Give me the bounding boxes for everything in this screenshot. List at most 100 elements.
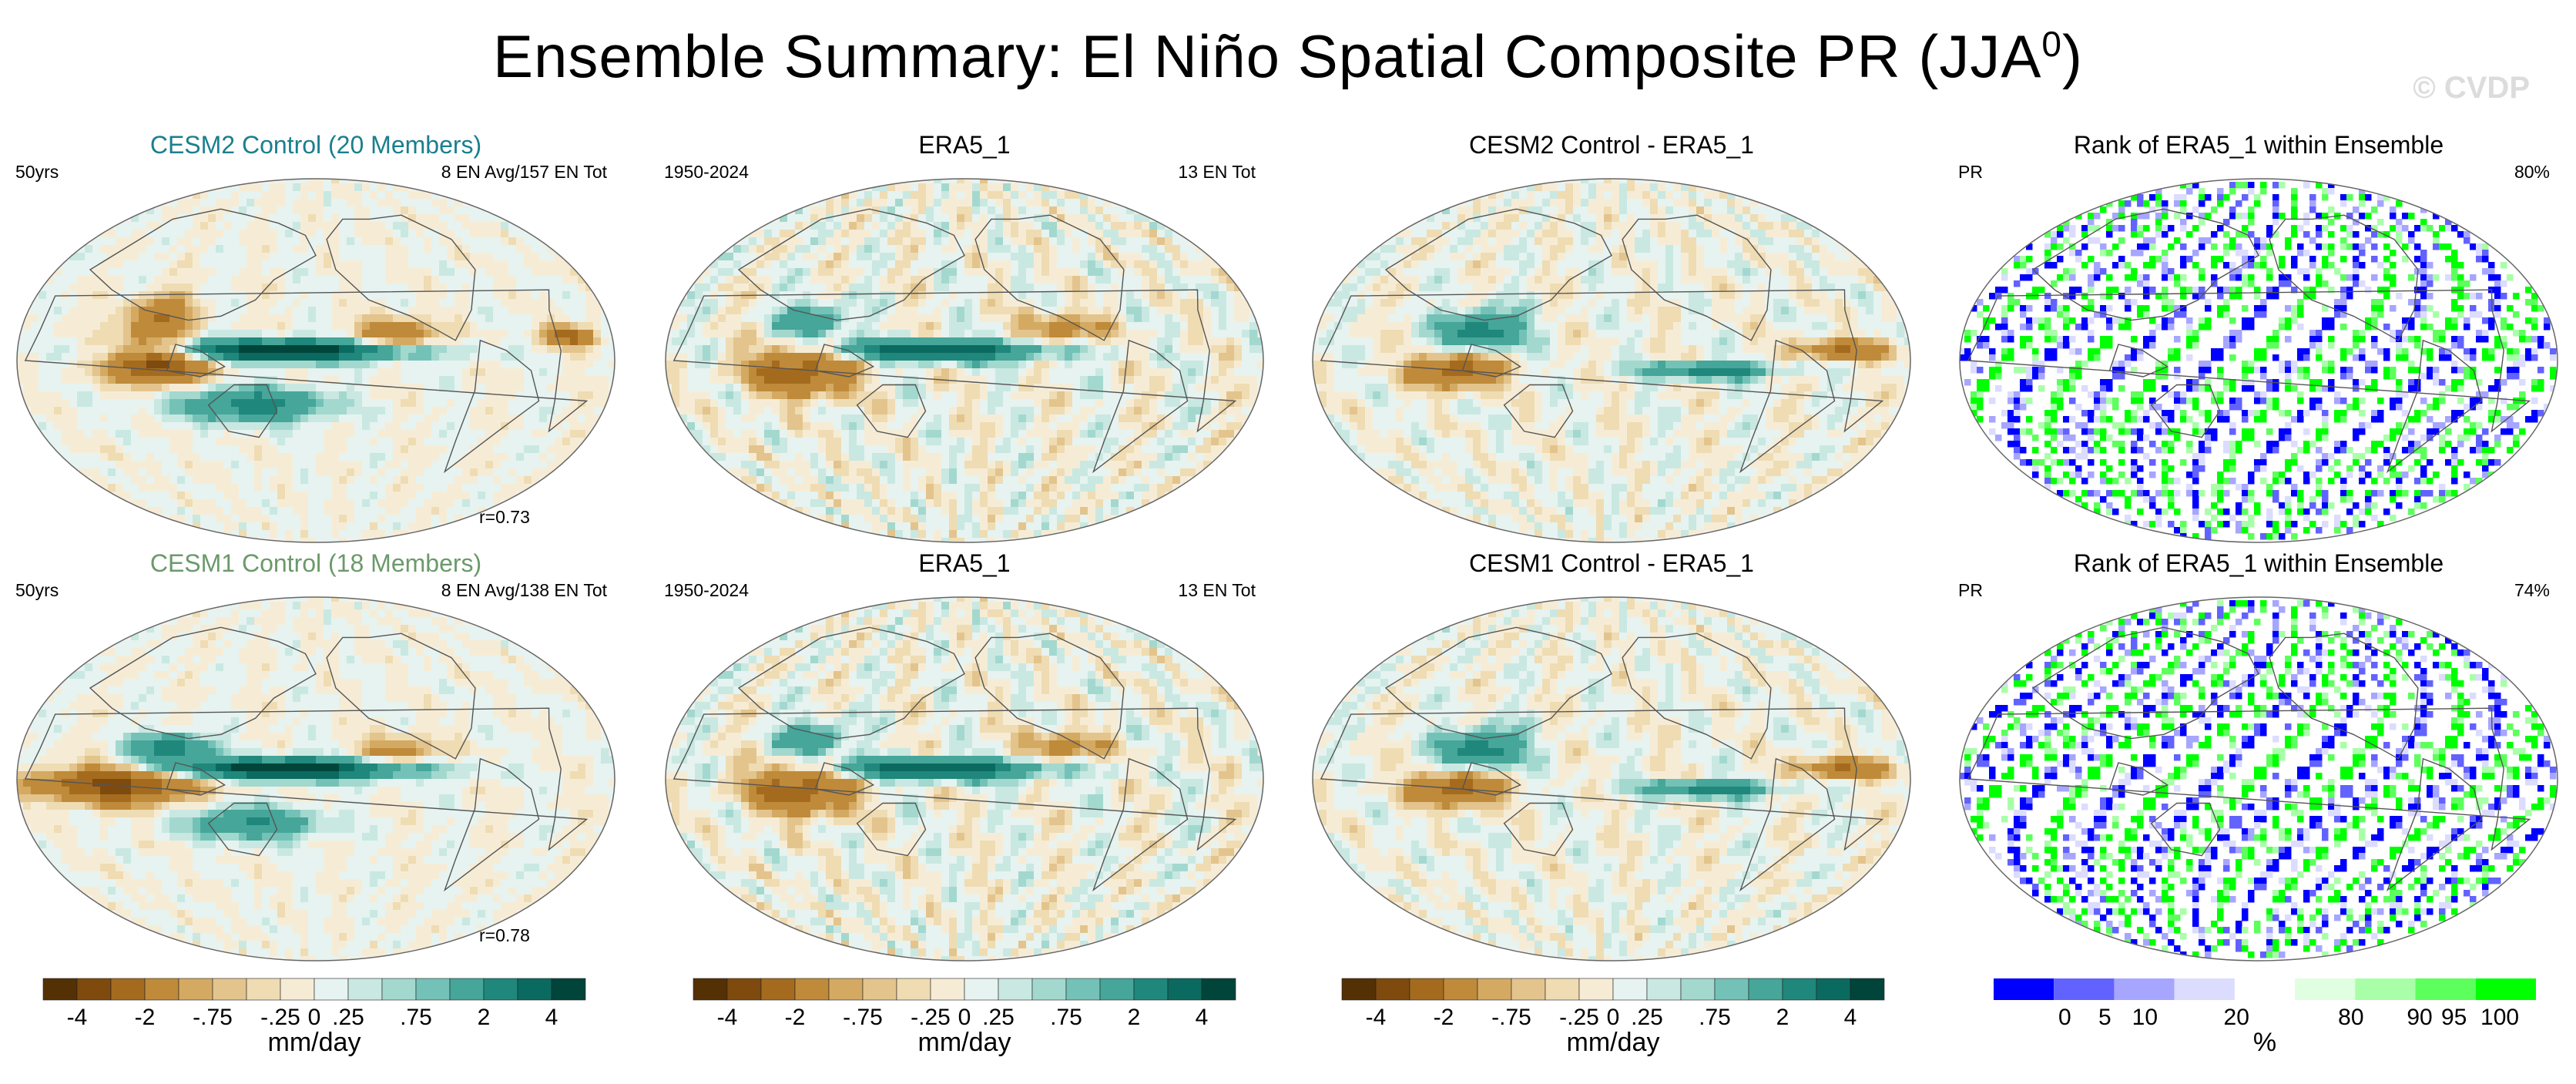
colorbar-swatch [1578,978,1614,1001]
colorbar-swatch [1341,978,1377,1001]
colorbar-swatch [1477,978,1512,1001]
map-border [1312,178,1911,543]
panel-right-label: 13 EN Tot [1178,162,1256,183]
map-field [1313,597,1910,961]
coastlines [24,626,589,892]
colorbar-tick-label: -2 [135,1005,156,1030]
map-border [1312,596,1911,962]
colorbar-swatch [2174,978,2235,1000]
colorbar-tick-label: 95 [2441,1005,2467,1030]
colorbar-swatch [1646,978,1682,1001]
colorbar-swatch [1133,978,1169,1001]
colorbar-swatch [42,978,78,1001]
colorbar-swatch [794,978,830,1001]
colorbar: -4 -2 -.75 -.25 0 .25 .75 2 4 mm/day [1339,977,1955,1062]
colorbar-tick-label: 0 [1607,1005,1620,1030]
colorbar-swatch [483,978,518,1001]
panel-title: Rank of ERA5_1 within Ensemble [1950,131,2567,159]
panel-right-label: 13 EN Tot [1178,580,1256,601]
colorbar-swatch [964,978,999,1001]
map-plot [1959,178,2558,543]
colorbar-swatch [1816,978,1851,1001]
map-border [16,596,615,962]
colorbar-tick-label: 0 [308,1005,321,1030]
colorbar-swatch [110,978,146,1001]
colorbar-tick-label: -.75 [1491,1005,1531,1030]
panel-title: Rank of ERA5_1 within Ensemble [1950,549,2567,578]
colorbar-tick-label: 90 [2407,1005,2432,1030]
panel-left-label: PR [1958,580,1983,601]
colorbar-units-label: mm/day [40,1028,589,1058]
colorbar-tick-label: -.25 [260,1005,300,1030]
map-plot [665,596,1264,962]
colorbar-swatch [2355,978,2416,1000]
colorbar-swatch [347,978,383,1001]
colorbar-tick-label: -.75 [193,1005,233,1030]
pattern-correlation-label: r=0.73 [479,507,530,528]
panel-right-label: 8 EN Avg/157 EN Tot [441,162,607,183]
colorbar-swatch [726,978,762,1001]
colorbar-units-label: mm/day [690,1028,1239,1058]
colorbar-swatch [178,978,213,1001]
map-panel-1-2: ERA5_1 1950-2024 13 EN Tot [656,131,1273,547]
panel-left-label: 50yrs [15,580,59,601]
colorbar-swatch [2475,978,2536,1000]
colorbar-scale: -4 -2 -.75 -.25 0 .25 .75 2 4 [1341,978,1885,1030]
colorbar: -4 -2 -.75 -.25 0 .25 .75 2 4 mm/day [40,977,656,1062]
colorbar-tick-label: 0 [2058,1005,2071,1030]
colorbar-tick-label: 2 [478,1005,491,1030]
colorbar-swatch [415,978,451,1001]
watermark: © CVDP [2413,71,2530,106]
map-panel-2-3: CESM1 Control - ERA5_1 [1303,549,1920,965]
colorbar-tick-label: 2 [1776,1005,1789,1030]
colorbar-tick-label: .25 [332,1005,364,1030]
colorbar-swatch [693,978,728,1001]
colorbar-swatch [896,978,931,1001]
colorbar-swatch [517,978,552,1001]
map-field [1960,182,2557,540]
panel-title: CESM2 Control (20 Members) [8,131,624,159]
colorbar-tick-label: 80 [2338,1005,2363,1030]
colorbar-swatch [314,978,349,1001]
colorbar-tick-label: 0 [958,1005,971,1030]
colorbar-swatch [1375,978,1410,1001]
colorbar-swatch [1201,978,1236,1001]
colorbar-units-label: % [1991,1028,2539,1058]
colorbar-scale: 0 5 10 20 80 90 95 100 [1994,978,2536,1030]
colorbar-swatch [76,978,112,1001]
panel-left-label: 50yrs [15,162,59,183]
map-panel-1-4: Rank of ERA5_1 within Ensemble PR 80% [1950,131,2567,547]
colorbar-tick-label: 20 [2224,1005,2249,1030]
colorbar-tick-label: .75 [1050,1005,1082,1030]
colorbar-swatch [1850,978,1885,1001]
map-panel-2-1: CESM1 Control (18 Members) 50yrs 8 EN Avg/… [8,549,624,965]
map-field [17,597,615,961]
panel-title: CESM2 Control - ERA5_1 [1303,131,1920,159]
colorbar-swatch [930,978,965,1001]
coastlines [673,626,1237,892]
map-panel-2-4: Rank of ERA5_1 within Ensemble PR 74% [1950,549,2567,965]
colorbar-tick-label: .75 [400,1005,432,1030]
colorbar-scale: -4 -2 -.75 -.25 0 .25 .75 2 4 [693,978,1236,1030]
coastlines [673,208,1237,474]
colorbar-swatch [862,978,897,1001]
colorbar: 0 5 10 20 80 90 95 100% [1991,977,2576,1062]
coastlines [1320,208,1884,474]
colorbar-tick-label: -4 [67,1005,88,1030]
colorbar-swatch [1409,978,1444,1001]
figure-title: Ensemble Summary: El Niño Spatial Compos… [0,22,2576,92]
panel-title: CESM1 Control - ERA5_1 [1303,549,1920,578]
colorbar-swatch [1099,978,1135,1001]
colorbar-swatch [1031,978,1067,1001]
colorbar-swatch [828,978,864,1001]
colorbar-swatch [449,978,485,1001]
map-border [16,178,615,543]
map-panel-2-2: ERA5_1 1950-2024 13 EN Tot [656,549,1273,965]
colorbar: -4 -2 -.75 -.25 0 .25 .75 2 4 mm/day [690,977,1306,1062]
coastlines [1967,626,2531,892]
map-field [17,179,615,542]
colorbar-tick-label: 100 [2480,1005,2519,1030]
colorbar-scale: -4 -2 -.75 -.25 0 .25 .75 2 4 [42,978,586,1030]
colorbar-swatch [1994,978,2054,1000]
coastlines [1320,626,1884,892]
